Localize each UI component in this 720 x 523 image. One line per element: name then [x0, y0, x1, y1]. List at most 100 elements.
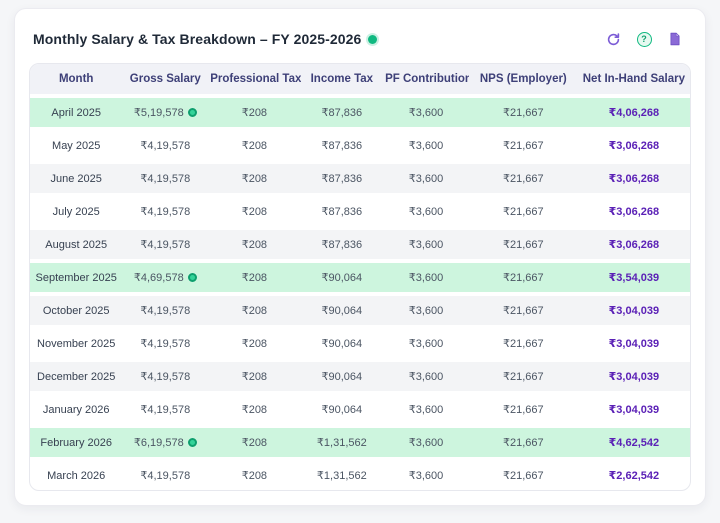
net-salary-cell: ₹3,06,268: [608, 140, 660, 152]
column-header-gross-salary: Gross Salary: [122, 64, 209, 94]
income-tax-cell: ₹87,836: [300, 164, 384, 193]
month-cell: January 2026: [42, 403, 110, 416]
professional-tax-cell: ₹208: [208, 263, 301, 292]
net-salary-cell: ₹3,04,039: [608, 404, 660, 416]
gross-salary-cell: ₹4,19,578: [122, 296, 209, 325]
nps-cell: ₹21,667: [502, 338, 544, 350]
nps-cell: ₹21,667: [468, 263, 578, 292]
gross-salary-cell: ₹4,69,578: [122, 263, 209, 292]
header-actions: ?: [603, 29, 685, 49]
gross-salary-cell: ₹4,19,578: [122, 230, 209, 259]
gross-salary-cell: ₹4,19,578: [140, 404, 191, 416]
info-icon[interactable]: [187, 437, 197, 447]
net-salary-cell: ₹3,04,039: [577, 296, 690, 325]
month-cell: February 2026: [30, 428, 123, 457]
income-tax-cell: ₹1,31,562: [300, 428, 384, 457]
nps-cell: ₹21,667: [468, 230, 578, 259]
income-tax-cell: ₹87,836: [300, 98, 384, 127]
professional-tax-cell: ₹208: [208, 362, 301, 391]
month-cell: July 2025: [52, 205, 100, 218]
month-cell: October 2025: [30, 296, 123, 325]
net-salary-cell: ₹4,06,268: [577, 98, 690, 127]
table-row: April 2025 ₹5,19,578 ₹208 ₹87,836 ₹3,600…: [30, 98, 690, 127]
salary-table-container: Month Gross Salary Professional Tax Inco…: [29, 63, 691, 491]
income-tax-cell: ₹90,064: [321, 404, 363, 416]
professional-tax-cell: ₹208: [241, 470, 268, 482]
nps-cell: ₹21,667: [468, 296, 578, 325]
table-header: Month Gross Salary Professional Tax Inco…: [30, 64, 690, 94]
professional-tax-cell: ₹208: [208, 98, 301, 127]
professional-tax-cell: ₹208: [208, 296, 301, 325]
month-cell: April 2025: [30, 98, 123, 127]
salary-table-body: April 2025 ₹5,19,578 ₹208 ₹87,836 ₹3,600…: [30, 98, 690, 490]
card-header: Monthly Salary & Tax Breakdown – FY 2025…: [15, 9, 705, 63]
net-salary-cell: ₹4,62,542: [577, 428, 690, 457]
net-salary-cell: ₹3,06,268: [577, 164, 690, 193]
gross-salary-cell: ₹5,19,578: [122, 98, 209, 127]
table-row: November 2025 ₹4,19,578 ₹208 ₹90,064 ₹3,…: [30, 329, 690, 358]
help-button[interactable]: ?: [634, 29, 654, 49]
nps-cell: ₹21,667: [502, 470, 544, 482]
net-salary-cell: ₹2,62,542: [608, 470, 660, 482]
professional-tax-cell: ₹208: [241, 140, 268, 152]
refresh-icon: [606, 32, 621, 47]
gross-salary-cell: ₹6,19,578: [122, 428, 209, 457]
professional-tax-cell: ₹208: [208, 230, 301, 259]
income-tax-cell: ₹90,064: [300, 263, 384, 292]
nps-cell: ₹21,667: [468, 428, 578, 457]
table-row: December 2025 ₹4,19,578 ₹208 ₹90,064 ₹3,…: [30, 362, 690, 391]
table-row: May 2025 ₹4,19,578 ₹208 ₹87,836 ₹3,600 ₹…: [30, 131, 690, 160]
header-row: Month Gross Salary Professional Tax Inco…: [30, 64, 690, 94]
month-cell: August 2025: [30, 230, 123, 259]
pf-contribution-cell: ₹3,600: [383, 428, 469, 457]
gross-salary-cell: ₹4,19,578: [140, 206, 191, 218]
gross-salary-cell: ₹4,19,578: [122, 164, 209, 193]
help-icon: ?: [636, 31, 652, 47]
income-tax-cell: ₹1,31,562: [316, 470, 367, 482]
nps-cell: ₹21,667: [502, 206, 544, 218]
page-title: Monthly Salary & Tax Breakdown – FY 2025…: [33, 31, 362, 47]
pf-contribution-cell: ₹3,600: [383, 296, 469, 325]
gross-salary-cell: ₹4,19,578: [122, 362, 209, 391]
status-dot-icon: [368, 34, 378, 44]
document-icon: [668, 31, 682, 47]
professional-tax-cell: ₹208: [241, 404, 268, 416]
column-header-professional-tax: Professional Tax: [208, 64, 301, 94]
column-header-month: Month: [30, 64, 123, 94]
month-cell: May 2025: [52, 139, 101, 152]
nps-cell: ₹21,667: [502, 140, 544, 152]
income-tax-cell: ₹90,064: [300, 362, 384, 391]
gross-salary-cell: ₹4,19,578: [140, 140, 191, 152]
refresh-button[interactable]: [603, 29, 623, 49]
table-row: September 2025 ₹4,69,578 ₹208 ₹90,064 ₹3…: [30, 263, 690, 292]
income-tax-cell: ₹87,836: [300, 230, 384, 259]
pf-contribution-cell: ₹3,600: [383, 362, 469, 391]
pf-contribution-cell: ₹3,600: [383, 230, 469, 259]
pf-contribution-cell: ₹3,600: [408, 470, 444, 482]
professional-tax-cell: ₹208: [208, 164, 301, 193]
export-report-button[interactable]: [665, 29, 685, 49]
net-salary-cell: ₹3,06,268: [608, 206, 660, 218]
info-icon[interactable]: [187, 107, 197, 117]
table-row: February 2026 ₹6,19,578 ₹208 ₹1,31,562 ₹…: [30, 428, 690, 457]
pf-contribution-cell: ₹3,600: [408, 404, 444, 416]
nps-cell: ₹21,667: [468, 362, 578, 391]
title-wrap: Monthly Salary & Tax Breakdown – FY 2025…: [33, 31, 378, 47]
pf-contribution-cell: ₹3,600: [408, 338, 444, 350]
table-row: August 2025 ₹4,19,578 ₹208 ₹87,836 ₹3,60…: [30, 230, 690, 259]
professional-tax-cell: ₹208: [208, 428, 301, 457]
pf-contribution-cell: ₹3,600: [408, 140, 444, 152]
professional-tax-cell: ₹208: [241, 206, 268, 218]
income-tax-cell: ₹90,064: [300, 296, 384, 325]
pf-contribution-cell: ₹3,600: [383, 164, 469, 193]
salary-breakdown-card: Monthly Salary & Tax Breakdown – FY 2025…: [14, 8, 706, 506]
net-salary-cell: ₹3,04,039: [577, 362, 690, 391]
table-row: March 2026 ₹4,19,578 ₹208 ₹1,31,562 ₹3,6…: [30, 461, 690, 490]
month-cell: September 2025: [30, 263, 123, 292]
table-row: January 2026 ₹4,19,578 ₹208 ₹90,064 ₹3,6…: [30, 395, 690, 424]
nps-cell: ₹21,667: [468, 98, 578, 127]
info-icon[interactable]: [187, 272, 197, 282]
column-header-nps-employer: NPS (Employer): [468, 64, 578, 94]
gross-salary-cell: ₹4,19,578: [140, 338, 191, 350]
table-row: June 2025 ₹4,19,578 ₹208 ₹87,836 ₹3,600 …: [30, 164, 690, 193]
